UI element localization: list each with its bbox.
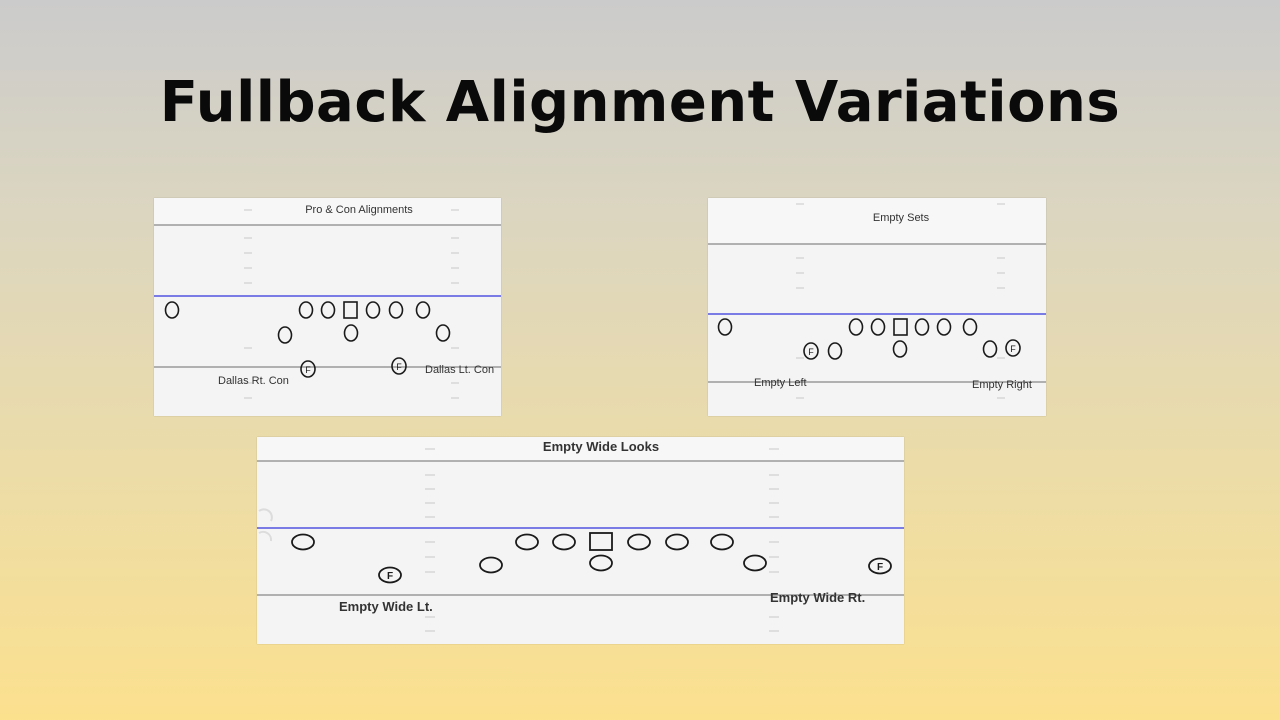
player-slot-right bbox=[982, 340, 998, 358]
formation-label-right: Empty Right bbox=[972, 379, 1032, 391]
player-center bbox=[589, 532, 613, 551]
fullback-left bbox=[803, 342, 819, 360]
player-quarterback bbox=[589, 554, 613, 572]
player-right-guard bbox=[914, 318, 930, 336]
diagram-title: Pro & Con Alignments bbox=[305, 204, 413, 216]
edge-artifact bbox=[258, 508, 273, 542]
formation-label-right: Dallas Lt. Con bbox=[425, 364, 494, 376]
player-tight-end bbox=[962, 318, 978, 336]
formation-label-left: Empty Left bbox=[754, 377, 807, 389]
player-right-guard bbox=[627, 533, 651, 551]
player-slot-left bbox=[479, 556, 503, 574]
empty-wide-field: Empty Wide Looks F F Empty Wide Lt. Empt… bbox=[257, 437, 904, 632]
player-split-end bbox=[291, 533, 315, 551]
empty-wide-diagram: Empty Wide Looks F F Empty Wide Lt. Empt… bbox=[257, 437, 904, 644]
player-right-tackle bbox=[936, 318, 952, 336]
player-slot-left bbox=[827, 342, 843, 360]
player-slot-right bbox=[743, 554, 767, 572]
diagram-title: Empty Wide Looks bbox=[543, 439, 659, 454]
pro-con-field: Pro & Con Alignments F F Dallas Rt. Con … bbox=[154, 198, 501, 399]
player-left-tackle bbox=[298, 301, 314, 319]
player-wing-left bbox=[277, 326, 293, 344]
fullback-right bbox=[1005, 339, 1021, 357]
empty-sets-diagram: Empty Sets F F Empty Left Empty Right bbox=[708, 198, 1046, 416]
empty-sets-field: Empty Sets F F Empty Left Empty Right bbox=[708, 198, 1046, 399]
fullback-mark: F bbox=[877, 562, 883, 573]
player-quarterback bbox=[892, 340, 908, 358]
fullback-left bbox=[378, 566, 402, 584]
player-left-tackle bbox=[515, 533, 539, 551]
player-left-tackle bbox=[848, 318, 864, 336]
player-left-guard bbox=[320, 301, 336, 319]
player-center bbox=[343, 301, 358, 319]
formation-label-left: Dallas Rt. Con bbox=[218, 375, 289, 387]
player-left-guard bbox=[552, 533, 576, 551]
player-tight-end bbox=[415, 301, 431, 319]
player-right-tackle bbox=[388, 301, 404, 319]
fullback-right bbox=[391, 357, 407, 375]
player-center bbox=[893, 318, 908, 336]
formation-label-right: Empty Wide Rt. bbox=[770, 590, 865, 605]
fullback-mark: F bbox=[305, 365, 311, 375]
player-left-guard bbox=[870, 318, 886, 336]
player-wing-right bbox=[435, 324, 451, 342]
slide-title: Fullback Alignment Variations bbox=[159, 70, 1121, 135]
player-tight-end bbox=[710, 533, 734, 551]
fullback-right bbox=[868, 557, 892, 575]
formation-label-left: Empty Wide Lt. bbox=[339, 599, 433, 614]
player-right-tackle bbox=[665, 533, 689, 551]
fullback-left bbox=[300, 360, 316, 378]
fullback-mark: F bbox=[1010, 344, 1016, 354]
diagram-title: Empty Sets bbox=[873, 212, 930, 224]
player-split-end bbox=[164, 301, 180, 319]
fullback-mark: F bbox=[808, 347, 814, 357]
pro-con-diagram: Pro & Con Alignments F F Dallas Rt. Con … bbox=[154, 198, 501, 416]
fullback-mark: F bbox=[396, 362, 402, 372]
fullback-mark: F bbox=[387, 571, 393, 582]
player-right-guard bbox=[365, 301, 381, 319]
player-quarterback bbox=[343, 324, 359, 342]
player-split-end bbox=[717, 318, 733, 336]
